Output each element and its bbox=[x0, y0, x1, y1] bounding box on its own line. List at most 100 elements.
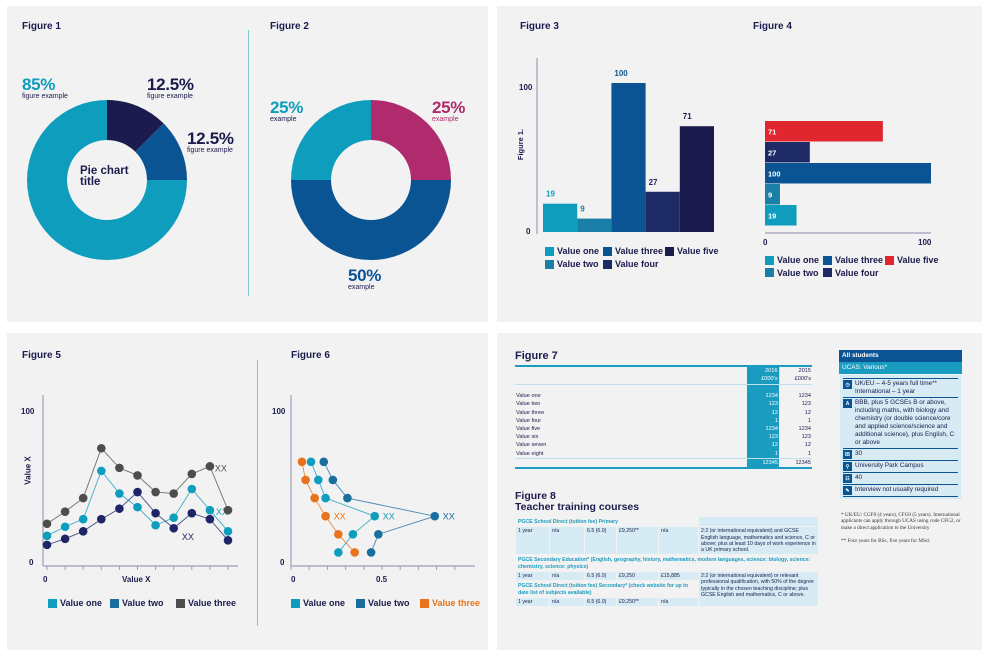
table-total-row: 12345 12345 bbox=[515, 458, 812, 468]
legend-label: Value four bbox=[835, 267, 879, 278]
requirements-cell: 2:2 (or international equivalent) or rel… bbox=[699, 572, 819, 607]
slice-label: 85% figure example bbox=[22, 76, 68, 101]
slice-label: 12.5% figure example bbox=[147, 76, 194, 101]
slice-label: 12.5% figure example bbox=[187, 130, 234, 155]
value-2016: 12 bbox=[747, 408, 779, 417]
course-heading: PGCE School Direct (tuition fee) Seconda… bbox=[518, 583, 689, 596]
detail-row: ◷ UK/EU – 4-5 years full time** Internati… bbox=[843, 378, 958, 397]
legend-label: Value one bbox=[557, 246, 600, 256]
table-row: Value five 1234 1234 bbox=[515, 424, 812, 434]
figure-7-table: 2016 £000's 2015 £000's Value one 1234 1234 V… bbox=[515, 365, 812, 469]
detail-row: ☷ 40 bbox=[843, 472, 958, 484]
legend-swatch bbox=[176, 598, 185, 608]
divider bbox=[248, 30, 249, 296]
y-axis-label: Figure 1. bbox=[516, 128, 526, 161]
slice-sublabel: figure example bbox=[22, 93, 68, 100]
slice-sublabel: example bbox=[348, 284, 375, 291]
value-2016: 12 bbox=[747, 441, 779, 450]
cell: n/a bbox=[659, 597, 699, 607]
value-2016: 1 bbox=[747, 416, 779, 425]
legend-item: Value four bbox=[823, 268, 879, 278]
detail-text: 40 bbox=[855, 474, 863, 481]
column-header-2016: 2016 £000's bbox=[747, 366, 779, 384]
detail-text: BBB, plus 5 GCSEs B or above, including … bbox=[855, 399, 955, 446]
value-2015: 12 bbox=[804, 442, 811, 449]
legend-item: Value five bbox=[665, 246, 719, 256]
legend-label: Value one bbox=[303, 598, 346, 608]
legend-swatch bbox=[603, 259, 612, 269]
legend-label: Value two bbox=[368, 598, 410, 608]
pie-center-title: Pie chart title bbox=[80, 165, 129, 188]
people-icon: ☷ bbox=[843, 474, 852, 483]
table-row: Value three 12 12 bbox=[515, 408, 812, 417]
requirements-cell: 2:2 (or international equivalent) and GC… bbox=[699, 527, 819, 555]
a-level-icon: A bbox=[843, 399, 852, 408]
legend-swatch bbox=[545, 246, 554, 256]
table-row: Value six 123 123 bbox=[515, 433, 812, 442]
legend-item: Value four bbox=[603, 259, 659, 269]
value-2015: 1 bbox=[807, 450, 811, 457]
detail-text: UK/EU – 4-5 years full time** Internatio… bbox=[855, 380, 938, 395]
legend-item: Value one bbox=[48, 598, 102, 608]
legend-item: Value two bbox=[765, 268, 819, 278]
slice-label: 25% example bbox=[270, 99, 303, 124]
legend-swatch bbox=[48, 598, 57, 608]
legend-label: Value three bbox=[835, 255, 884, 265]
legend-swatch bbox=[823, 255, 832, 265]
figure-7-title: Figure 7 bbox=[515, 350, 558, 362]
total-2015: 12345 bbox=[795, 459, 811, 466]
row-label: Value three bbox=[516, 409, 545, 416]
y-tick-label: 100 bbox=[21, 407, 35, 416]
value-2015: 123 bbox=[801, 401, 811, 408]
table-row: Value eight 1 1 bbox=[515, 449, 812, 458]
row-label: Value eight bbox=[516, 450, 544, 457]
legend-label: Value one bbox=[60, 598, 103, 608]
y-axis-label: Value X bbox=[23, 456, 33, 485]
legend-item: Value three bbox=[420, 598, 480, 608]
value-2016: 1 bbox=[747, 449, 779, 458]
row-label: Value six bbox=[516, 434, 539, 441]
y-tick-label: 100 bbox=[519, 83, 533, 92]
course-heading: PGCE School Direct (tuition fee) Primary bbox=[518, 519, 619, 525]
fee-cell: £9,250 bbox=[617, 572, 658, 581]
legend-swatch bbox=[603, 246, 612, 256]
legend-swatch bbox=[665, 246, 674, 256]
legend-swatch bbox=[765, 255, 774, 265]
cell: n/a bbox=[550, 572, 584, 581]
legend-label: Value three bbox=[432, 598, 481, 608]
fee-cell: £9,250** bbox=[617, 527, 658, 555]
detail-row: A BBB, plus 5 GCSEs B or above, including… bbox=[843, 397, 958, 448]
figure-8-subtitle: Teacher training courses bbox=[515, 501, 640, 513]
detail-row: ✎ Interview not usually required bbox=[843, 484, 958, 497]
legend-label: Value five bbox=[897, 255, 939, 265]
all-students-title: All students bbox=[839, 350, 962, 362]
footnote: ** Four years for BSc, five years for MS… bbox=[841, 538, 930, 544]
table-row: 1 year n/a 6.5 (6.0) £9,250** n/a bbox=[516, 597, 818, 607]
header-year: 2016 bbox=[765, 368, 778, 375]
x-tick-label: 0 bbox=[763, 238, 768, 247]
x-tick-label: 0.5 bbox=[376, 575, 388, 584]
detail-row: IB 30 bbox=[843, 448, 958, 460]
x-tick-label: 100 bbox=[918, 238, 932, 247]
location-pin-icon: ⚲ bbox=[843, 462, 852, 471]
y-tick-label: 0 bbox=[280, 558, 285, 567]
divider bbox=[257, 360, 258, 626]
footnote: * UK/EU: CGF0 (4 years), CFG0 (5 years).… bbox=[841, 512, 961, 531]
slice-sublabel: example bbox=[432, 116, 459, 123]
all-students-panel: All students UCAS: Various* ◷ UK/EU – 4-5… bbox=[839, 350, 962, 500]
table-header-row: 2016 £000's 2015 £000's bbox=[515, 366, 812, 384]
value-2015: 12 bbox=[804, 409, 811, 416]
fee-cell: £9,250** bbox=[617, 597, 658, 607]
figure-5-title: Figure 5 bbox=[22, 350, 61, 361]
ielts-cell: 6.5 (6.0) bbox=[585, 572, 616, 581]
legend-label: Value one bbox=[777, 255, 820, 265]
row-label: Value five bbox=[516, 426, 541, 433]
y-tick-label: 0 bbox=[526, 227, 531, 236]
table-row: Value four 1 1 bbox=[515, 416, 812, 425]
legend-item: Value three bbox=[176, 598, 236, 608]
x-axis-label: Value X bbox=[122, 575, 151, 584]
legend-label: Value three bbox=[188, 598, 237, 608]
legend-item: Value one bbox=[765, 255, 819, 265]
table-row: 1 year n/a 6.5 (6.0) £9,250 £15,885 2:2 … bbox=[516, 572, 819, 607]
detail-text: University Park Campus bbox=[855, 462, 924, 469]
